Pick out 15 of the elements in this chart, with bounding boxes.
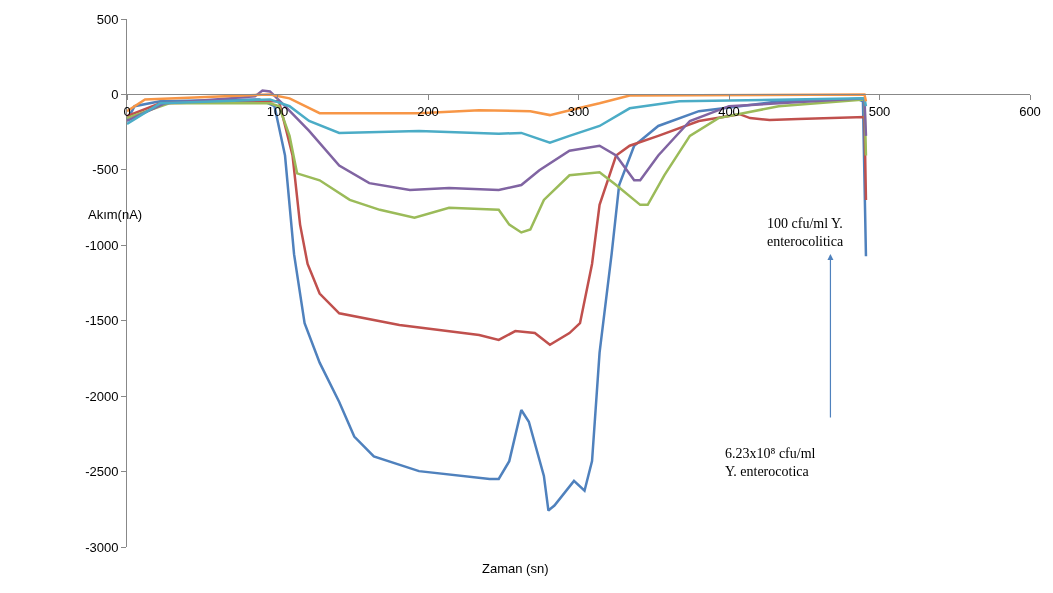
y-tick-label: 0 — [111, 86, 119, 102]
annotation: 100 cfu/ml Y. enterocolitica — [767, 216, 844, 250]
y-tick-label: -500 — [92, 162, 119, 178]
y-tick-label: -2500 — [85, 464, 119, 480]
y-tick-label: -2000 — [85, 388, 119, 404]
y-tick-label: -3000 — [85, 539, 119, 555]
annotation: 6.23x10⁸ cfu/ml Y. enterocotica — [725, 446, 816, 480]
y-tick-label: 500 — [96, 11, 119, 27]
y-tick-label: -1500 — [85, 313, 119, 329]
x-tick-label: 0 — [123, 104, 131, 120]
x-axis-title: Zaman (sn) — [482, 561, 549, 576]
y-tick-label: -1000 — [85, 237, 119, 253]
x-tick-label: 500 — [868, 104, 891, 120]
y-axis-title: Akım(nA) — [88, 207, 143, 222]
x-tick-label: 600 — [1019, 104, 1041, 120]
